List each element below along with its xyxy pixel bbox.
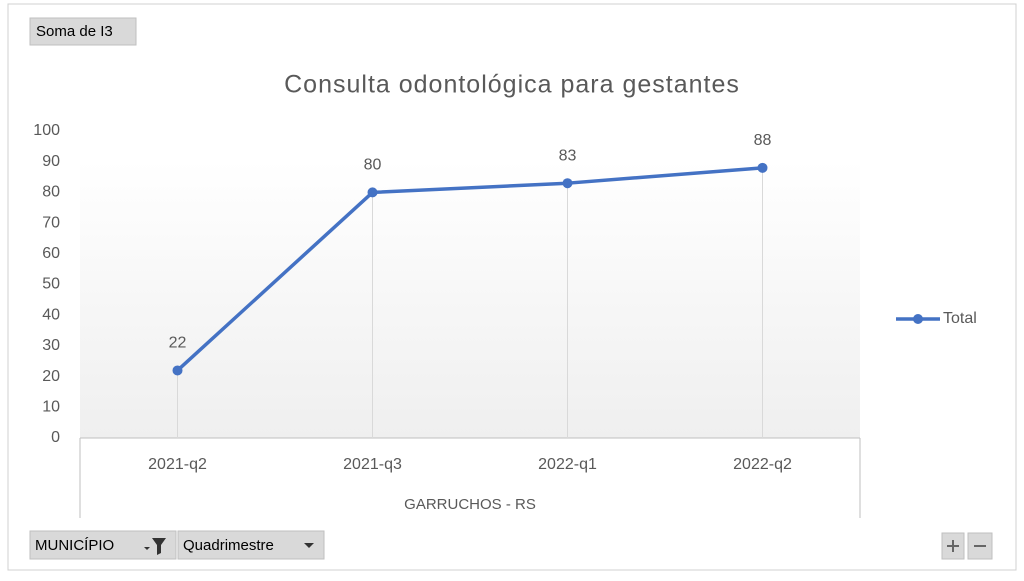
data-point — [562, 178, 573, 189]
dropdown-icon — [304, 543, 314, 548]
data-point — [757, 162, 768, 173]
y-tick-label: 90 — [42, 153, 60, 170]
data-label: 22 — [169, 335, 187, 352]
legend-label: Total — [943, 310, 977, 327]
data-point — [367, 187, 378, 198]
x-tick-label: 2022-q2 — [733, 456, 792, 473]
filter-button[interactable]: Quadrimestre — [177, 530, 325, 560]
data-label: 88 — [754, 132, 772, 149]
y-tick-label: 20 — [42, 368, 60, 385]
y-tick-label: 50 — [42, 276, 60, 293]
x-tick-label: 2022-q1 — [538, 456, 597, 473]
series-line — [176, 166, 763, 372]
data-point — [172, 365, 183, 376]
dropdown-icon — [144, 547, 150, 550]
collapse-button[interactable] — [967, 532, 993, 560]
expand-button[interactable] — [941, 532, 965, 560]
filter-icon — [152, 538, 166, 555]
y-tick-label: 60 — [42, 245, 60, 262]
y-tick-label: 80 — [42, 184, 60, 201]
x-tick-label: 2021-q2 — [148, 456, 207, 473]
plus-icon — [947, 540, 959, 552]
category-group-label: GARRUCHOS - RS — [404, 496, 536, 513]
chart-title: Consulta odontológica para gestantes — [284, 71, 740, 99]
value-field-button[interactable]: Soma de I3 — [29, 17, 137, 46]
button-bg — [29, 17, 137, 46]
button-label: MUNICÍPIO — [35, 537, 114, 554]
button-label: Soma de I3 — [36, 23, 113, 40]
data-label: 83 — [559, 147, 577, 164]
plot-area — [80, 160, 860, 438]
y-tick-label: 100 — [33, 122, 60, 139]
button-label: Quadrimestre — [183, 537, 274, 554]
y-tick-label: 10 — [42, 399, 60, 416]
y-tick-label: 40 — [42, 306, 60, 323]
x-tick-label: 2021-q3 — [343, 456, 402, 473]
data-label: 80 — [364, 157, 382, 174]
legend-marker — [913, 314, 923, 324]
button-bg — [177, 530, 325, 560]
y-tick-label: 70 — [42, 214, 60, 231]
y-tick-label: 30 — [42, 337, 60, 354]
y-tick-label: 0 — [51, 429, 60, 446]
filter-button[interactable]: MUNICÍPIO — [29, 530, 177, 560]
button-bg — [29, 530, 177, 560]
